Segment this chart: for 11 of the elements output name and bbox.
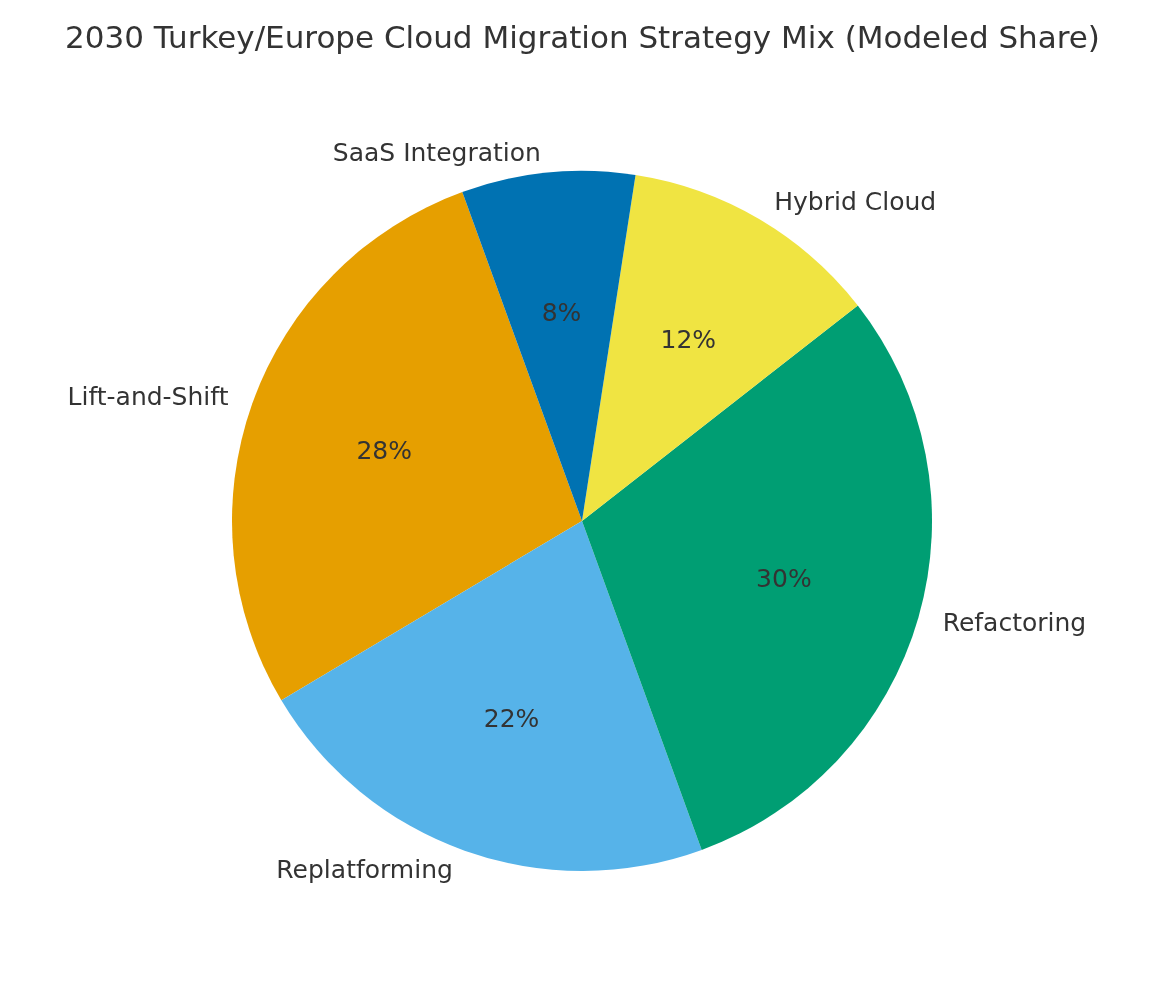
data-label: 8% (541, 297, 582, 327)
chart-title: 2030 Turkey/Europe Cloud Migration Strategy Mix (Modeled Share) (65, 18, 1100, 55)
data-label: 12% (660, 325, 717, 355)
data-label: 28% (356, 436, 412, 466)
slice-label: Refactoring (942, 608, 1087, 638)
slice-label: Replatforming (276, 855, 453, 885)
slice-label: Lift-and-Shift (67, 382, 229, 412)
slice-label: SaaS Integration (332, 138, 541, 168)
data-label: 22% (483, 704, 540, 734)
data-label: 30% (756, 564, 812, 594)
slice-label: Hybrid Cloud (774, 187, 937, 217)
